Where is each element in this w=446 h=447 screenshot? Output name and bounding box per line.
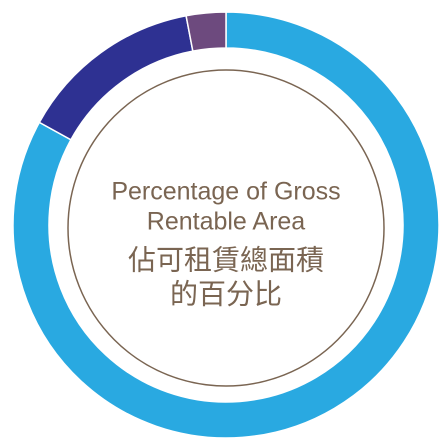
title-line: 的百分比 [170, 278, 282, 309]
inner-ring [67, 69, 385, 387]
title-line: Rentable Area [147, 208, 306, 236]
title-line: Percentage of Gross [111, 178, 340, 206]
title-line: 佔可租賃總面積 [128, 244, 324, 275]
donut-segment [12, 11, 440, 439]
donut-segment [38, 14, 194, 141]
donut-segment [185, 11, 227, 53]
